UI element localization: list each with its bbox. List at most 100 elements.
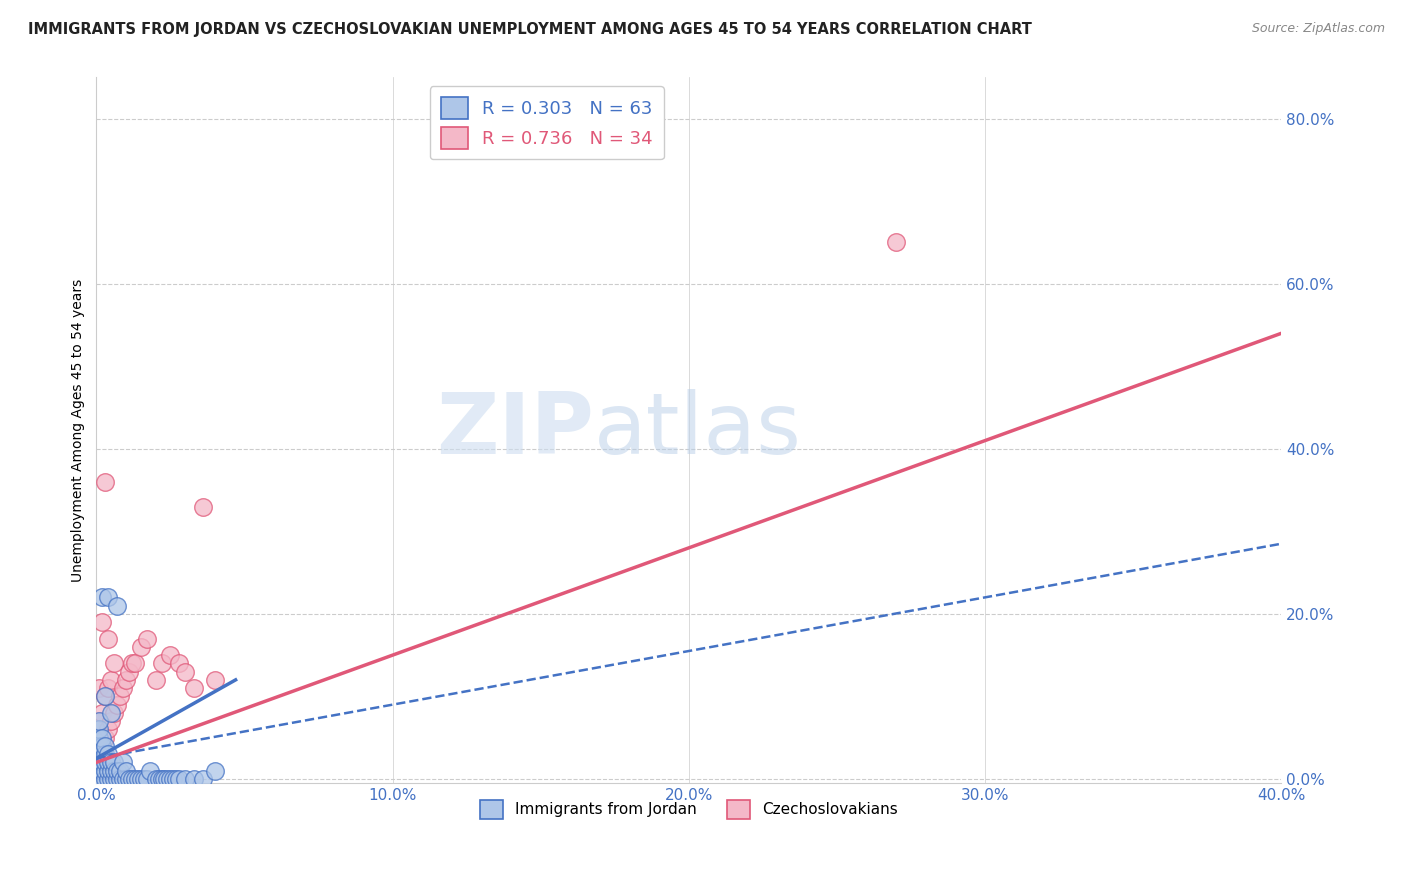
Point — [103, 706, 125, 720]
Point — [118, 772, 141, 786]
Point — [105, 772, 128, 786]
Point — [169, 657, 191, 671]
Point — [204, 673, 226, 687]
Point — [91, 739, 114, 753]
Y-axis label: Unemployment Among Ages 45 to 54 years: Unemployment Among Ages 45 to 54 years — [72, 278, 86, 582]
Point — [129, 640, 152, 654]
Point — [97, 756, 120, 770]
Point — [89, 747, 111, 761]
Point — [111, 756, 134, 770]
Text: IMMIGRANTS FROM JORDAN VS CZECHOSLOVAKIAN UNEMPLOYMENT AMONG AGES 45 TO 54 YEARS: IMMIGRANTS FROM JORDAN VS CZECHOSLOVAKIA… — [28, 22, 1032, 37]
Point — [127, 772, 149, 786]
Point — [97, 723, 120, 737]
Point — [97, 747, 120, 761]
Point — [89, 747, 111, 761]
Point — [148, 772, 170, 786]
Point — [183, 681, 205, 695]
Point — [115, 764, 138, 778]
Point — [150, 657, 173, 671]
Point — [174, 772, 197, 786]
Point — [97, 681, 120, 695]
Point — [111, 681, 134, 695]
Point — [156, 772, 179, 786]
Point — [100, 756, 122, 770]
Point — [89, 772, 111, 786]
Point — [145, 673, 167, 687]
Point — [103, 772, 125, 786]
Point — [94, 756, 117, 770]
Point — [191, 772, 214, 786]
Point — [153, 772, 176, 786]
Point — [121, 657, 143, 671]
Point — [94, 764, 117, 778]
Point — [89, 739, 111, 753]
Point — [159, 648, 181, 662]
Point — [89, 723, 111, 737]
Point — [91, 764, 114, 778]
Point — [138, 764, 160, 778]
Point — [94, 772, 117, 786]
Text: ZIP: ZIP — [436, 389, 595, 472]
Point — [89, 764, 111, 778]
Point — [115, 673, 138, 687]
Point — [132, 772, 155, 786]
Point — [118, 665, 141, 679]
Point — [135, 772, 157, 786]
Point — [91, 756, 114, 770]
Point — [91, 615, 114, 629]
Point — [91, 747, 114, 761]
Point — [204, 764, 226, 778]
Point — [183, 772, 205, 786]
Point — [91, 739, 114, 753]
Point — [94, 739, 117, 753]
Point — [150, 772, 173, 786]
Point — [105, 599, 128, 613]
Point — [135, 632, 157, 646]
Point — [100, 714, 122, 728]
Point — [105, 764, 128, 778]
Point — [97, 591, 120, 605]
Point — [94, 475, 117, 489]
Point — [94, 690, 117, 704]
Point — [97, 632, 120, 646]
Point — [97, 772, 120, 786]
Point — [100, 673, 122, 687]
Point — [103, 764, 125, 778]
Point — [94, 747, 117, 761]
Point — [100, 706, 122, 720]
Point — [108, 764, 131, 778]
Point — [91, 731, 114, 745]
Point — [108, 690, 131, 704]
Point — [105, 698, 128, 712]
Point — [89, 681, 111, 695]
Text: Source: ZipAtlas.com: Source: ZipAtlas.com — [1251, 22, 1385, 36]
Point — [162, 772, 184, 786]
Point — [108, 772, 131, 786]
Legend: Immigrants from Jordan, Czechoslovakians: Immigrants from Jordan, Czechoslovakians — [474, 794, 904, 825]
Point — [174, 665, 197, 679]
Point — [103, 657, 125, 671]
Point — [89, 714, 111, 728]
Point — [124, 657, 146, 671]
Point — [91, 706, 114, 720]
Point — [97, 764, 120, 778]
Point — [191, 500, 214, 514]
Point — [884, 235, 907, 250]
Point — [103, 756, 125, 770]
Point — [89, 714, 111, 728]
Point — [94, 731, 117, 745]
Point — [91, 772, 114, 786]
Point — [124, 772, 146, 786]
Point — [169, 772, 191, 786]
Point — [89, 731, 111, 745]
Point — [89, 756, 111, 770]
Point — [145, 772, 167, 786]
Point — [94, 690, 117, 704]
Point — [115, 772, 138, 786]
Text: atlas: atlas — [595, 389, 801, 472]
Point — [121, 772, 143, 786]
Point — [111, 772, 134, 786]
Point — [100, 772, 122, 786]
Point — [91, 591, 114, 605]
Point — [129, 772, 152, 786]
